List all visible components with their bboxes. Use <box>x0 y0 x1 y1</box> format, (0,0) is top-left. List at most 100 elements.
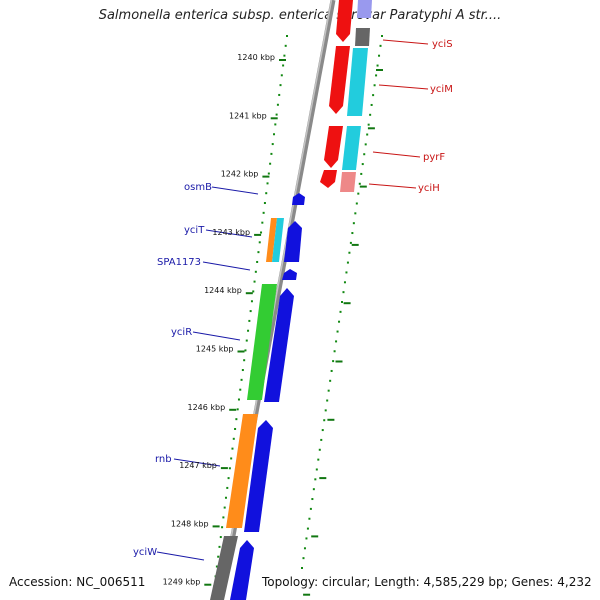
gene-label-rnb[interactable]: rnb <box>155 454 172 465</box>
forward-cds-yciW[interactable] <box>230 540 254 600</box>
guide-dot <box>236 408 239 411</box>
guide-dot <box>338 320 341 323</box>
gene-label-osmB[interactable]: osmB <box>184 182 212 193</box>
reverse-cds-yciH[interactable] <box>320 170 337 188</box>
guide-dot <box>357 192 360 195</box>
forward-cds-rnb[interactable] <box>244 420 273 532</box>
guide-dot <box>265 192 268 195</box>
guide-dot <box>257 251 260 254</box>
guide-dot <box>309 507 312 510</box>
guide-dot <box>228 467 231 470</box>
guide-dot <box>370 103 373 106</box>
guide-dot <box>318 448 321 451</box>
guide-dot <box>335 340 338 343</box>
gene-label-yciW[interactable]: yciW <box>133 547 157 558</box>
guide-dot <box>283 54 286 57</box>
guide-dot <box>260 231 263 234</box>
genome-title: Salmonella enterica subsp. enterica sero… <box>98 8 502 23</box>
guide-dot <box>262 211 265 214</box>
guide-dot <box>364 143 367 146</box>
guide-dot <box>230 457 233 460</box>
guide-dot <box>336 330 339 333</box>
dotted-guide-rings <box>212 35 383 597</box>
tick-label: 1249 kbp <box>163 578 201 587</box>
guide-dot <box>352 222 355 225</box>
guide-dot <box>269 162 272 165</box>
guide-dot <box>339 310 342 313</box>
gene-label-yciS[interactable]: yciS <box>432 39 453 50</box>
reverse-cds-ysciS[interactable] <box>336 0 353 42</box>
position-ticks: 1240 kbp 1241 kbp 1242 kbp 1243 kbp 1244 kbp… <box>163 53 383 596</box>
guide-dot <box>301 567 303 569</box>
guide-dot <box>351 232 354 235</box>
accession-label: Accession: NC_006511 <box>9 575 146 589</box>
guide-dot <box>250 300 253 303</box>
guide-dot <box>343 281 346 284</box>
forward-cds-osmB[interactable] <box>292 193 305 205</box>
guide-dot <box>240 378 243 381</box>
guide-dot <box>311 498 314 501</box>
guide-dot <box>227 477 230 480</box>
guide-dot <box>360 172 363 175</box>
tick-label: 1240 kbp <box>237 53 275 62</box>
forward-cds-yciR[interactable] <box>264 288 294 402</box>
guide-dot <box>276 103 279 106</box>
guide-dot <box>239 388 242 391</box>
guide-dot <box>244 349 247 352</box>
guide-dot <box>215 565 218 568</box>
guide-dot <box>226 486 229 489</box>
gene-label-SPA1173[interactable]: SPA1173 <box>157 257 201 268</box>
guide-dot <box>312 488 315 491</box>
leader-yciH <box>368 183 417 189</box>
guide-dot <box>267 172 270 175</box>
leader-yciM <box>378 84 429 90</box>
leader-yciS <box>382 39 429 45</box>
guide-dot <box>373 84 376 87</box>
guide-dot <box>381 35 383 37</box>
guide-dot <box>232 437 235 440</box>
tick-1243-kbp: 1243 kbp <box>212 228 359 246</box>
gene-label-yciM[interactable]: yciM <box>430 84 453 95</box>
guide-dot <box>278 93 281 96</box>
cog-block-cyan-2 <box>342 126 361 170</box>
gene-label-yciH[interactable]: yciH <box>418 183 440 194</box>
guide-dot <box>286 35 288 37</box>
tick-label: 1243 kbp <box>212 228 250 237</box>
forward-cds-yciT[interactable] <box>284 221 302 262</box>
genome-summary: Topology: circular; Length: 4,585,229 bp… <box>262 575 592 589</box>
guide-dot <box>217 555 220 558</box>
guide-dot <box>302 557 305 560</box>
guide-dot <box>263 202 266 205</box>
gene-label-yciR[interactable]: yciR <box>171 327 192 338</box>
reverse-strand-track <box>320 0 372 192</box>
guide-dot <box>234 427 237 430</box>
guide-dot <box>254 270 257 273</box>
guide-dot <box>346 261 349 264</box>
guide-dot <box>261 221 264 224</box>
cog-block-pink <box>340 172 356 192</box>
forward-cds-SPA1173[interactable] <box>282 269 297 280</box>
reverse-cds-pyrF[interactable] <box>324 126 343 168</box>
guide-dot <box>354 212 357 215</box>
tick-1241-kbp: 1241 kbp <box>229 111 375 130</box>
guide-dot <box>282 64 285 67</box>
leader-yciW <box>156 551 205 561</box>
guide-dot <box>247 329 250 332</box>
guide-dot <box>249 310 252 313</box>
guide-dot <box>332 360 335 363</box>
guide-dot <box>324 409 327 412</box>
reverse-cds-yciM[interactable] <box>329 46 350 114</box>
leader-osmB <box>211 186 259 195</box>
guide-dot <box>348 251 351 254</box>
guide-dot <box>256 260 259 263</box>
guide-dot <box>271 143 274 146</box>
tick-1240-kbp: 1240 kbp <box>237 53 383 71</box>
guide-dot <box>253 280 256 283</box>
left-dotted-ring <box>212 35 288 597</box>
gene-label-pyrF[interactable]: pyrF <box>423 152 445 163</box>
guide-dot <box>317 458 320 461</box>
gene-label-yciT[interactable]: yciT <box>184 225 205 236</box>
guide-dot <box>342 291 345 294</box>
tick-1245-kbp: 1245 kbp <box>196 345 343 363</box>
